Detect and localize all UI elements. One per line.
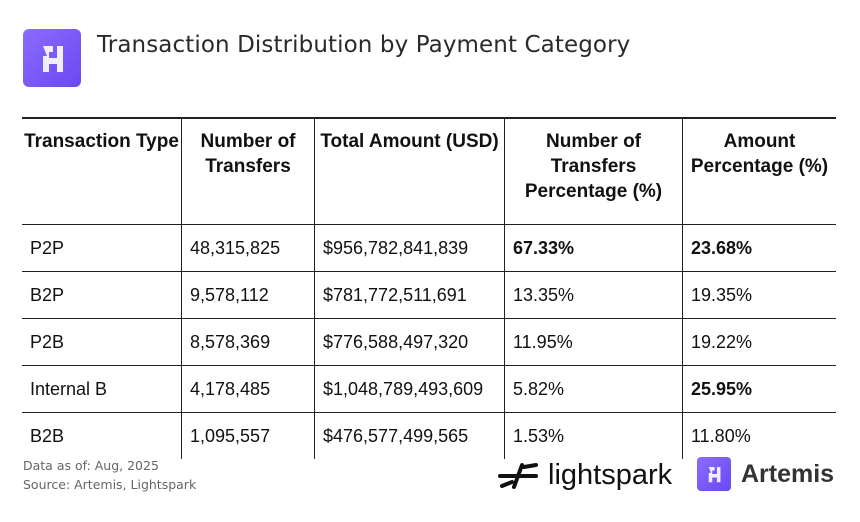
column-header: Number of Transfers Percentage (%) (504, 118, 683, 225)
artemis-logo-icon (697, 457, 731, 491)
column-header: Number of Transfers (181, 118, 315, 225)
table-row: B2P 9,578,112 $781,772,511,691 13.35% 19.35% (22, 271, 836, 319)
cell-transfers: 8,578,369 (181, 318, 315, 366)
cell-type: P2B (22, 318, 182, 366)
page-title: Transaction Distribution by Payment Cate… (97, 32, 631, 58)
column-header: Total Amount (USD) (314, 118, 505, 225)
transaction-table: Transaction Type Number of Transfers Tot… (22, 117, 836, 459)
cell-amount-pct: 25.95% (682, 365, 836, 413)
column-header: Transaction Type (22, 118, 182, 225)
cell-transfers-pct: 1.53% (504, 412, 683, 459)
cell-amount: $956,782,841,839 (314, 224, 505, 272)
table-row: B2B 1,095,557 $476,577,499,565 1.53% 11.80% (22, 412, 836, 459)
column-header: Amount Percentage (%) (682, 118, 836, 225)
lightspark-wordmark: lightspark (548, 459, 673, 491)
cell-amount: $1,048,789,493,609 (314, 365, 505, 413)
cell-transfers-pct: 11.95% (504, 318, 683, 366)
lightspark-logo-icon (498, 462, 538, 489)
cell-amount: $476,577,499,565 (314, 412, 505, 459)
cell-type: B2P (22, 271, 182, 319)
artemis-wordmark: Artemis (741, 459, 835, 488)
cell-transfers: 48,315,825 (181, 224, 315, 272)
table-row: P2P 48,315,825 $956,782,841,839 67.33% 23.68… (22, 224, 836, 272)
cell-amount-pct: 11.80% (682, 412, 836, 459)
artemis-brand: Artemis (697, 457, 834, 491)
cell-transfers: 4,178,485 (181, 365, 315, 413)
cell-type: Internal B (22, 365, 182, 413)
cell-amount: $776,588,497,320 (314, 318, 505, 366)
cell-amount-pct: 23.68% (682, 224, 836, 272)
table-header-row: Transaction Type Number of Transfers Tot… (22, 118, 836, 225)
artemis-logo-icon (23, 29, 81, 87)
table-row: P2B 8,578,369 $776,588,497,320 11.95% 19.22% (22, 318, 836, 366)
cell-transfers-pct: 67.33% (504, 224, 683, 272)
cell-transfers: 1,095,557 (181, 412, 315, 459)
cell-transfers: 9,578,112 (181, 271, 315, 319)
table-row: Internal B 4,178,485 $1,048,789,493,609 5.8… (22, 365, 836, 413)
cell-amount-pct: 19.35% (682, 271, 836, 319)
cell-type: P2P (22, 224, 182, 272)
cell-type: B2B (22, 412, 182, 459)
data-date: Data as of: Aug, 2025 (23, 458, 159, 473)
cell-amount: $781,772,511,691 (314, 271, 505, 319)
cell-amount-pct: 19.22% (682, 318, 836, 366)
data-source: Source: Artemis, Lightspark (23, 477, 197, 492)
cell-transfers-pct: 13.35% (504, 271, 683, 319)
cell-transfers-pct: 5.82% (504, 365, 683, 413)
lightspark-brand: lightspark (496, 459, 672, 492)
